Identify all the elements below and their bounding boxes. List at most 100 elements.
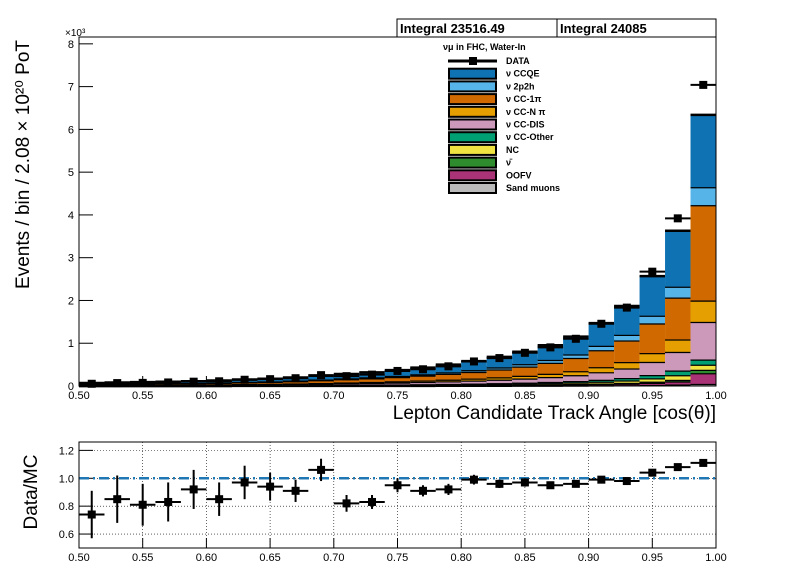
x-tick-label: 0.65: [259, 552, 280, 564]
x-tick-label: 0.95: [642, 390, 663, 402]
data-point: [266, 375, 275, 384]
x-tick-label: 0.60: [196, 390, 217, 402]
data-point: [699, 80, 708, 89]
data-point: [393, 366, 402, 375]
legend-label: ν̄: [506, 158, 513, 168]
ratio-point: [266, 482, 275, 491]
stack-segment: [639, 353, 666, 362]
stack-segment: [639, 378, 666, 382]
stack-segment: [639, 276, 666, 316]
stack-segment: [665, 297, 691, 340]
ratio-point: [215, 495, 224, 504]
stack-segment: [512, 366, 538, 376]
y-tick-label: 0.8: [59, 501, 74, 513]
legend-label: ν CCQE: [506, 69, 540, 79]
data-point: [418, 365, 427, 374]
ratio-point: [648, 468, 657, 477]
stack-segment: [690, 369, 716, 374]
stack-segment: [333, 379, 360, 383]
ratio-point: [418, 486, 427, 495]
y-tick-label: 8: [68, 39, 74, 51]
legend-label: NC: [506, 145, 519, 155]
y-tick-label: 7: [68, 82, 74, 94]
plot-frame: [78, 36, 717, 387]
ratio-point: [87, 510, 96, 519]
legend-label: ν CC-N π: [506, 107, 546, 117]
stack-segment: [563, 336, 589, 355]
data-point: [368, 370, 377, 379]
stack-segment: [690, 373, 716, 384]
ratio-point: [546, 481, 555, 490]
x-tick-label: 1.00: [705, 390, 726, 402]
stack-segment: [690, 300, 716, 322]
ratio-point: [342, 499, 351, 508]
y-axis-label: Events / bin / 2.08 × 10²⁰ PoT: [13, 40, 34, 289]
legend-swatch: [448, 131, 497, 144]
legend-swatch: [448, 67, 497, 80]
data-point: [622, 303, 631, 312]
stack-segment: [435, 381, 462, 384]
x-axis-label: Lepton Candidate Track Angle [cos(θ)]: [393, 403, 716, 424]
stack-segment: [486, 356, 513, 368]
y-tick-label: 6: [68, 124, 74, 136]
x-tick-label: 0.85: [514, 552, 535, 564]
ratio-point: [189, 485, 198, 494]
stack-segment: [563, 357, 589, 372]
y-tick-label: 3: [68, 253, 74, 265]
stack-segment: [461, 371, 487, 379]
stack-segment: [563, 354, 589, 358]
ratio-point: [291, 486, 300, 495]
legend-label: OOFV: [506, 170, 532, 180]
ratio-point: [673, 463, 682, 472]
x-tick-label: 0.90: [578, 390, 599, 402]
y-tick-label: 2: [68, 295, 74, 307]
stack-segment: [563, 371, 589, 376]
x-tick-label: 0.70: [323, 390, 344, 402]
ratio-point: [520, 478, 529, 487]
legend-label: ν CC-DIS: [506, 120, 545, 130]
data-point: [189, 377, 198, 386]
x-tick-label: 0.65: [259, 390, 280, 402]
stack-segment: [665, 381, 691, 385]
y-tick-label: 4: [68, 210, 74, 222]
ratio-point: [113, 495, 122, 504]
stack-segment: [665, 230, 691, 287]
integral-label: Integral 23516.49: [400, 21, 505, 36]
data-point: [648, 267, 657, 276]
x-tick-label: 0.50: [68, 390, 89, 402]
ratio-point: [597, 475, 606, 484]
x-tick-label: 0.80: [450, 552, 471, 564]
stack-segment: [537, 362, 564, 374]
stack-segment: [486, 379, 513, 384]
integral-label: Integral 24085: [560, 21, 647, 36]
stack-segment: [461, 380, 487, 384]
ratio-point: [240, 478, 249, 487]
stack-segment: [563, 375, 589, 381]
stack-segment: [588, 345, 615, 351]
stack-segment: [537, 376, 564, 382]
data-point: [291, 374, 300, 383]
stack-segment: [588, 350, 615, 368]
stack-segment: [435, 373, 462, 380]
y-tick-label: 0: [68, 381, 74, 393]
ratio-point: [393, 481, 402, 490]
data-point: [342, 372, 351, 381]
data-point: [113, 379, 122, 388]
data-point: [520, 348, 529, 357]
stack-segment: [384, 376, 411, 382]
stack-segment: [359, 378, 385, 382]
x-tick-label: 0.55: [132, 552, 153, 564]
legend-label: ν CC-Other: [506, 132, 554, 142]
stack-segment: [461, 361, 487, 371]
y-axis-label: Data/MC: [21, 455, 42, 530]
legend-swatch: [448, 118, 497, 131]
legend-title: νμ in FHC, Water-In: [443, 42, 526, 52]
stack-segment: [690, 114, 716, 188]
x-tick-label: 0.70: [323, 552, 344, 564]
x-tick-label: 1.00: [705, 552, 726, 564]
y-tick-label: 1.0: [59, 473, 74, 485]
y-tick-label: 5: [68, 167, 74, 179]
stack-segment: [486, 369, 513, 378]
legend-swatch: [448, 105, 497, 118]
data-point: [87, 379, 96, 388]
